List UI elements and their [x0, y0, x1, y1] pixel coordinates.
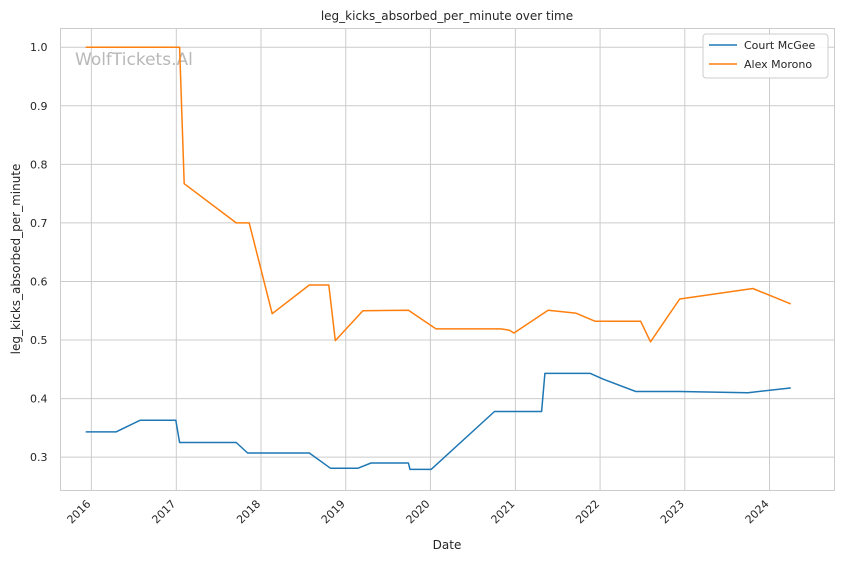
series-line-court-mcgee — [85, 372, 791, 471]
x-tick-label: 2018 — [234, 497, 263, 526]
x-tick-label: 2021 — [489, 497, 518, 526]
y-tick-label: 0.7 — [30, 217, 48, 230]
series-lines — [85, 46, 791, 471]
x-axis-title: Date — [433, 538, 462, 552]
legend: Court McGee Alex Morono — [702, 33, 829, 79]
x-tick-label: 2016 — [64, 497, 93, 526]
legend-label-alex-morono: Alex Morono — [744, 58, 812, 71]
y-tick-label: 0.5 — [30, 334, 48, 347]
y-axis-title: leg_kicks_absorbed_per_minute — [9, 164, 23, 355]
x-tick-label: 2017 — [149, 497, 178, 526]
chart-title: leg_kicks_absorbed_per_minute over time — [321, 9, 573, 23]
x-tick-label: 2023 — [658, 497, 687, 526]
x-tick-label: 2022 — [573, 497, 602, 526]
series-line-alex-morono — [85, 46, 791, 343]
y-tick-label: 0.8 — [30, 158, 48, 171]
y-tick-label: 0.6 — [30, 275, 48, 288]
y-tick-label: 0.9 — [30, 100, 48, 113]
x-tick-label: 2024 — [743, 497, 772, 526]
y-tick-label: 0.4 — [30, 393, 48, 406]
x-tick-label: 2019 — [319, 497, 348, 526]
plot-frame — [60, 28, 835, 491]
y-tick-label: 1.0 — [30, 41, 48, 54]
legend-label-court-mcgee: Court McGee — [744, 39, 816, 52]
grid-lines — [60, 28, 835, 491]
watermark-text: WolfTickets.Al — [75, 50, 193, 70]
x-tick-label: 2020 — [404, 497, 433, 526]
y-tick-label: 0.3 — [30, 451, 48, 464]
